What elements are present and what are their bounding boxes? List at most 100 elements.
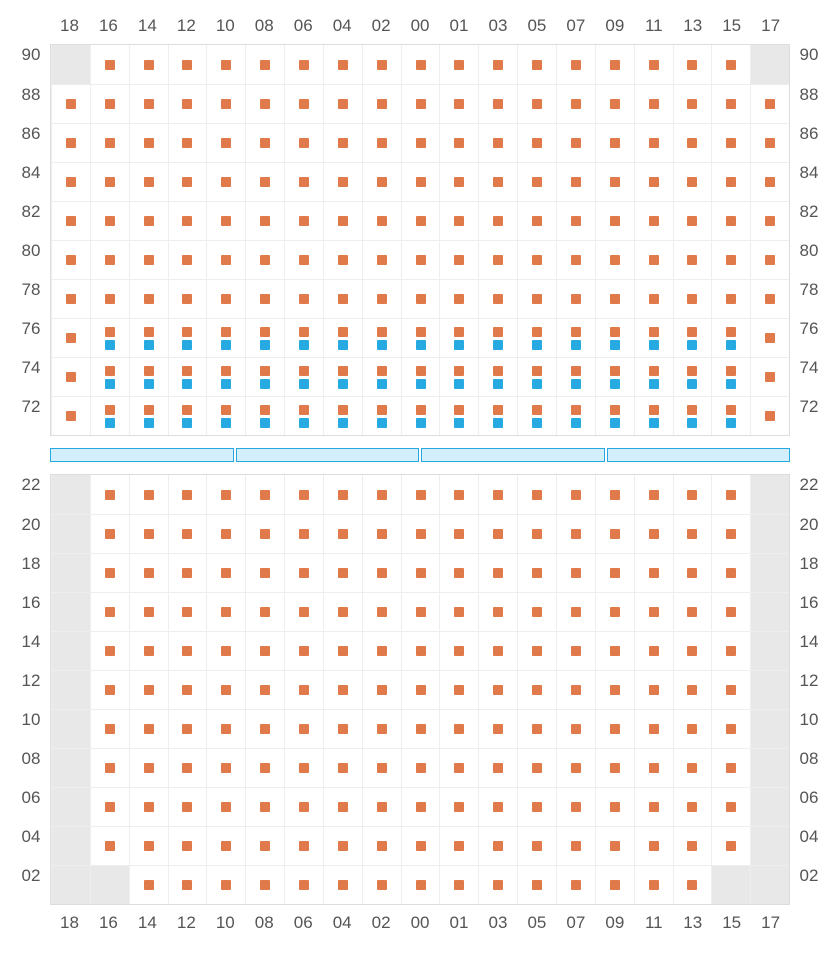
seat-cell[interactable]: [634, 671, 673, 709]
seat-cell[interactable]: [750, 358, 789, 396]
seat-cell[interactable]: [711, 475, 750, 514]
seat-cell[interactable]: [323, 85, 362, 123]
seat-cell[interactable]: [556, 632, 595, 670]
seat-cell[interactable]: [439, 593, 478, 631]
seat-cell[interactable]: [323, 671, 362, 709]
seat-cell[interactable]: [556, 827, 595, 865]
seat-cell[interactable]: [556, 554, 595, 592]
seat-cell[interactable]: [673, 85, 712, 123]
seat-cell[interactable]: [673, 241, 712, 279]
seat-cell[interactable]: [595, 124, 634, 162]
seat-cell[interactable]: [556, 163, 595, 201]
seat-cell[interactable]: [168, 124, 207, 162]
seat-cell[interactable]: [439, 475, 478, 514]
seat-cell[interactable]: [517, 827, 556, 865]
seat-cell[interactable]: [168, 749, 207, 787]
seat-cell[interactable]: [206, 85, 245, 123]
seat-cell[interactable]: [129, 827, 168, 865]
seat-cell[interactable]: [168, 554, 207, 592]
seat-cell[interactable]: [595, 632, 634, 670]
seat-cell[interactable]: [245, 319, 284, 357]
seat-cell[interactable]: [206, 397, 245, 435]
seat-cell[interactable]: [401, 593, 440, 631]
seat-cell[interactable]: [129, 319, 168, 357]
seat-cell[interactable]: [90, 632, 129, 670]
seat-cell[interactable]: [168, 45, 207, 84]
seat-cell[interactable]: [129, 788, 168, 826]
seat-cell[interactable]: [750, 280, 789, 318]
seat-cell[interactable]: [478, 710, 517, 748]
seat-cell[interactable]: [129, 85, 168, 123]
seat-cell[interactable]: [323, 710, 362, 748]
seat-cell[interactable]: [556, 358, 595, 396]
seat-cell[interactable]: [711, 319, 750, 357]
seat-cell[interactable]: [206, 515, 245, 553]
seat-cell[interactable]: [439, 280, 478, 318]
seat-cell[interactable]: [595, 85, 634, 123]
seat-cell[interactable]: [51, 85, 90, 123]
seat-cell[interactable]: [323, 241, 362, 279]
seat-cell[interactable]: [595, 554, 634, 592]
seat-cell[interactable]: [245, 241, 284, 279]
seat-cell[interactable]: [556, 319, 595, 357]
seat-cell[interactable]: [556, 515, 595, 553]
seat-cell[interactable]: [517, 358, 556, 396]
seat-cell[interactable]: [556, 280, 595, 318]
seat-cell[interactable]: [634, 280, 673, 318]
seat-cell[interactable]: [517, 397, 556, 435]
seat-cell[interactable]: [129, 515, 168, 553]
seat-cell[interactable]: [129, 866, 168, 904]
seat-cell[interactable]: [439, 397, 478, 435]
seat-cell[interactable]: [362, 788, 401, 826]
seat-cell[interactable]: [90, 358, 129, 396]
seat-cell[interactable]: [439, 671, 478, 709]
seat-cell[interactable]: [556, 202, 595, 240]
seat-cell[interactable]: [168, 241, 207, 279]
seat-cell[interactable]: [90, 163, 129, 201]
seat-cell[interactable]: [556, 593, 595, 631]
seat-cell[interactable]: [439, 241, 478, 279]
seat-cell[interactable]: [634, 45, 673, 84]
seat-cell[interactable]: [517, 671, 556, 709]
seat-cell[interactable]: [673, 788, 712, 826]
seat-cell[interactable]: [634, 163, 673, 201]
seat-cell[interactable]: [245, 124, 284, 162]
seat-cell[interactable]: [711, 280, 750, 318]
seat-cell[interactable]: [129, 358, 168, 396]
seat-cell[interactable]: [51, 202, 90, 240]
seat-cell[interactable]: [168, 788, 207, 826]
seat-cell[interactable]: [90, 788, 129, 826]
seat-cell[interactable]: [478, 632, 517, 670]
seat-cell[interactable]: [206, 632, 245, 670]
seat-cell[interactable]: [595, 710, 634, 748]
seat-cell[interactable]: [129, 397, 168, 435]
seat-cell[interactable]: [711, 788, 750, 826]
seat-cell[interactable]: [90, 515, 129, 553]
seat-cell[interactable]: [323, 749, 362, 787]
seat-cell[interactable]: [439, 632, 478, 670]
seat-cell[interactable]: [478, 593, 517, 631]
seat-cell[interactable]: [711, 85, 750, 123]
seat-cell[interactable]: [634, 202, 673, 240]
seat-cell[interactable]: [478, 475, 517, 514]
seat-cell[interactable]: [711, 163, 750, 201]
seat-cell[interactable]: [362, 515, 401, 553]
seat-cell[interactable]: [595, 280, 634, 318]
seat-cell[interactable]: [556, 85, 595, 123]
seat-cell[interactable]: [362, 45, 401, 84]
seat-cell[interactable]: [673, 671, 712, 709]
seat-cell[interactable]: [478, 85, 517, 123]
seat-cell[interactable]: [401, 671, 440, 709]
seat-cell[interactable]: [206, 788, 245, 826]
seat-cell[interactable]: [90, 475, 129, 514]
seat-cell[interactable]: [323, 475, 362, 514]
seat-cell[interactable]: [673, 749, 712, 787]
seat-cell[interactable]: [439, 163, 478, 201]
seat-cell[interactable]: [401, 554, 440, 592]
seat-cell[interactable]: [323, 319, 362, 357]
seat-cell[interactable]: [517, 45, 556, 84]
seat-cell[interactable]: [401, 397, 440, 435]
seat-cell[interactable]: [634, 827, 673, 865]
seat-cell[interactable]: [284, 632, 323, 670]
seat-cell[interactable]: [439, 85, 478, 123]
